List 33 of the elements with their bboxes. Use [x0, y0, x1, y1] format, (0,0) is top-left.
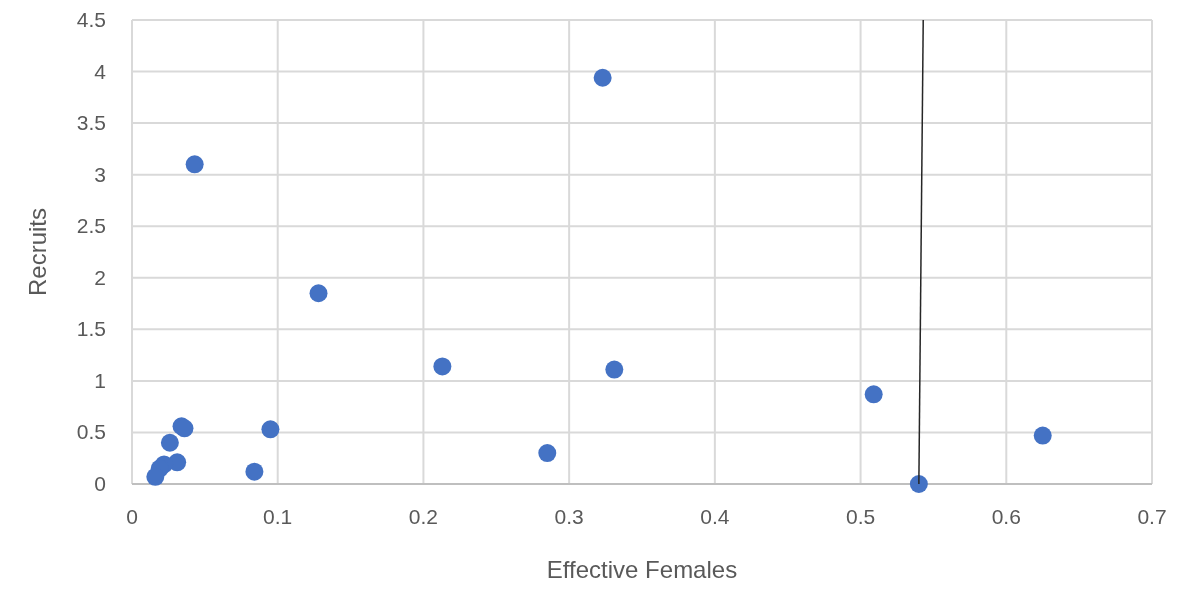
point — [909, 475, 928, 493]
x-axis-title: Effective Females — [546, 556, 738, 583]
point — [185, 155, 204, 174]
x-tick-label: 0 — [126, 505, 138, 528]
y-tick-label: 3.5 — [76, 111, 106, 135]
x-tick-label: 0.3 — [554, 505, 584, 528]
x-tick-label: 0.4 — [700, 505, 730, 528]
y-tick-label: 0.5 — [76, 420, 106, 444]
y-tick-label: 0 — [94, 472, 106, 495]
point — [593, 68, 612, 87]
y-tick-label: 1 — [94, 368, 106, 392]
point — [864, 385, 883, 404]
point — [605, 360, 624, 379]
point — [1033, 426, 1052, 445]
y-tick-label: 4 — [94, 59, 107, 83]
point — [538, 444, 557, 463]
point — [433, 357, 452, 376]
y-axis-title: Recruits — [24, 207, 51, 297]
point — [309, 284, 328, 303]
y-tick-label: 3 — [94, 162, 106, 186]
point — [245, 462, 264, 481]
x-tick-label: 0.6 — [991, 505, 1021, 528]
x-tick-label: 0.2 — [408, 505, 439, 528]
point — [146, 467, 165, 486]
point — [160, 433, 179, 452]
y-tick-label: 1.5 — [76, 317, 106, 341]
y-tick-label: 4.5 — [76, 8, 106, 31]
x-tick-label: 0.7 — [1137, 505, 1167, 528]
y-tick-label: 2 — [94, 265, 106, 289]
x-tick-label: 0.1 — [263, 505, 293, 528]
x-tick-label: 0.5 — [845, 505, 876, 528]
y-tick-label: 2.5 — [76, 214, 106, 238]
point — [261, 420, 280, 439]
